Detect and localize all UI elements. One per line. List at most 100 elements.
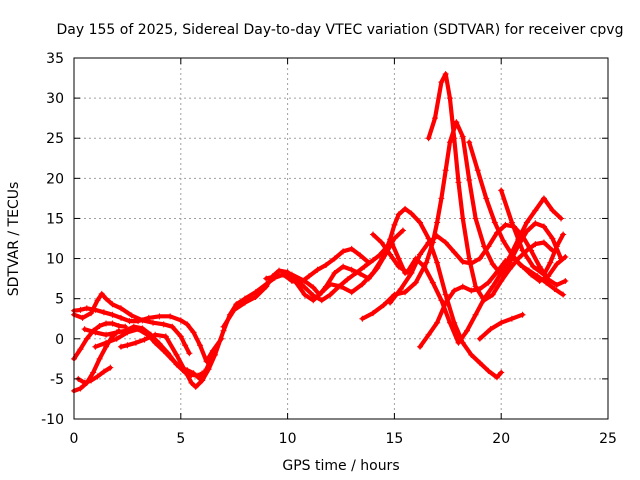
data-point [376, 252, 383, 259]
data-point [476, 335, 483, 342]
series-arc-q [466, 139, 567, 298]
data-point [459, 283, 466, 290]
data-point [305, 273, 312, 280]
data-point [177, 333, 184, 340]
series-arc-s [476, 311, 526, 342]
data-point [387, 251, 394, 258]
data-point [425, 331, 432, 338]
x-tick-label: 25 [599, 431, 617, 447]
data-point [231, 306, 238, 313]
data-point [94, 297, 101, 304]
data-point [96, 322, 103, 329]
data-point [476, 255, 483, 262]
data-point [560, 231, 567, 238]
data-point [438, 195, 445, 202]
data-point [331, 269, 338, 276]
data-point [498, 369, 505, 376]
x-tick-label: 5 [176, 431, 185, 447]
data-point [301, 291, 308, 298]
data-point [517, 261, 524, 268]
data-point [83, 335, 90, 342]
data-point [107, 364, 114, 371]
data-point [391, 221, 398, 228]
data-point [359, 281, 366, 288]
x-tick-label: 10 [279, 431, 297, 447]
data-point [83, 305, 90, 312]
data-point [459, 258, 466, 265]
data-point [438, 297, 445, 304]
tick-labels: 0 5 10 15 20 25 -10 -5 0 5 10 15 20 25 30 35 [41, 51, 617, 447]
data-point [502, 257, 509, 264]
data-point [536, 263, 543, 270]
data-point [485, 243, 492, 250]
data-point [103, 320, 110, 327]
data-point [506, 265, 513, 272]
data-point [455, 339, 462, 346]
data-point [263, 283, 270, 290]
data-point [263, 275, 270, 282]
y-tick-label: 10 [46, 252, 64, 268]
data-point [205, 366, 212, 373]
data-point [128, 312, 135, 319]
data-point [429, 279, 436, 286]
data-point [387, 236, 394, 243]
data-point [472, 311, 479, 318]
data-point [408, 210, 415, 217]
data-point [177, 317, 184, 324]
data-point [380, 302, 387, 309]
data-point [451, 249, 458, 256]
data-point [96, 355, 103, 362]
data-point [472, 215, 479, 222]
data-point [464, 327, 471, 334]
y-tick-label: 20 [46, 171, 64, 187]
data-point [124, 342, 131, 349]
data-point [188, 379, 195, 386]
data-point [489, 291, 496, 298]
data-point [152, 339, 159, 346]
data-point [502, 221, 509, 228]
series-line [76, 365, 113, 385]
data-point [141, 336, 148, 343]
data-point [399, 227, 406, 234]
series-arc-r [498, 187, 567, 278]
data-point [100, 368, 107, 375]
data-point [103, 295, 110, 302]
data-point [182, 342, 189, 349]
data-point [169, 356, 176, 363]
data-point [103, 339, 110, 346]
data-point [173, 351, 180, 358]
data-point [338, 283, 344, 290]
data-point [370, 257, 377, 264]
data-point [549, 235, 556, 242]
data-point [523, 228, 530, 235]
x-tick-label: 15 [385, 431, 403, 447]
series-arc-d [71, 305, 225, 365]
y-tick-label: 0 [55, 332, 64, 348]
data-point [523, 219, 530, 226]
series-arc-i [220, 241, 409, 330]
data-point [318, 297, 325, 304]
data-point [562, 278, 569, 285]
series-line [71, 328, 122, 393]
data-point [310, 284, 317, 291]
data-point [543, 279, 550, 286]
series-line [467, 140, 566, 297]
data-point [446, 139, 453, 146]
data-point [160, 347, 167, 354]
data-point [318, 289, 325, 296]
data-point [451, 135, 458, 142]
data-point [395, 211, 402, 218]
data-point [455, 179, 462, 186]
data-point [190, 329, 197, 336]
data-point [476, 286, 483, 293]
data-point [288, 271, 295, 278]
data-point [81, 379, 88, 386]
data-point [77, 306, 84, 313]
data-point [331, 255, 338, 262]
data-point [553, 282, 560, 289]
data-point [562, 253, 569, 260]
data-point [150, 319, 157, 326]
y-tick-label: -10 [41, 412, 64, 428]
grid [74, 58, 608, 419]
data-point [474, 167, 481, 174]
